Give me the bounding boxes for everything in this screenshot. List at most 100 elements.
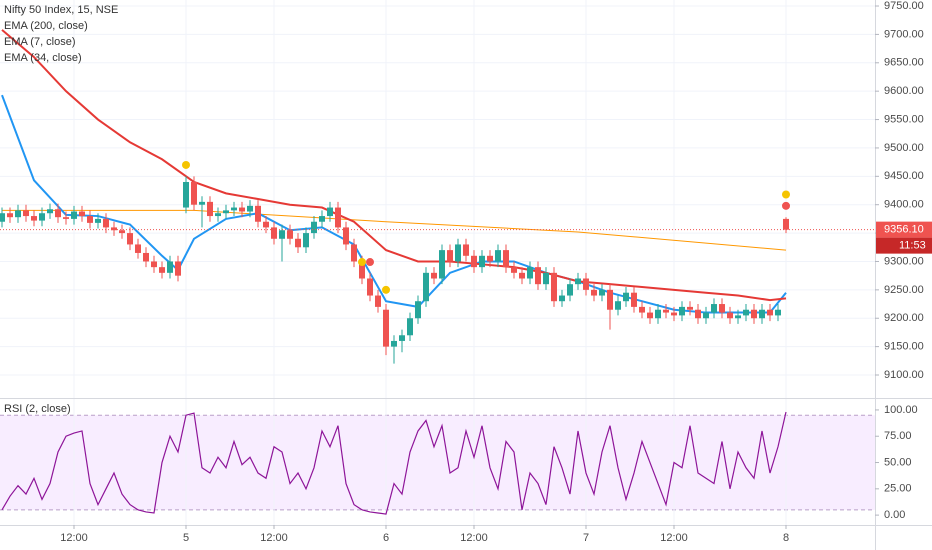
ema-line <box>1 94 787 314</box>
candle-body <box>263 221 269 228</box>
candle-body <box>767 309 773 316</box>
candle-body <box>215 213 221 217</box>
candle-body <box>231 207 237 211</box>
y-tick-label: 9300.00 <box>884 255 924 267</box>
y-tick-label: 9700.00 <box>884 28 924 40</box>
y-tick-label: 9550.00 <box>884 113 924 125</box>
candle-body <box>191 181 197 205</box>
candle-body <box>15 210 21 218</box>
candle-body <box>143 252 149 262</box>
candle-body <box>255 205 261 222</box>
candle-body <box>119 230 125 234</box>
candle-body <box>511 267 517 273</box>
last-price-box <box>876 221 932 238</box>
countdown-label: 11:53 <box>899 240 926 252</box>
candle-body <box>687 306 693 310</box>
candle-body <box>567 284 573 296</box>
candle-body <box>63 217 69 219</box>
candle-body <box>47 209 53 214</box>
y-tick-label: 9450.00 <box>884 170 924 182</box>
candle-body <box>487 255 493 262</box>
candle-body <box>575 278 581 285</box>
candle-body <box>495 250 501 262</box>
candle-body <box>591 289 597 296</box>
candle-body <box>639 306 645 313</box>
y-tick-label: 9250.00 <box>884 284 924 296</box>
candle-body <box>399 335 405 341</box>
candle-body <box>103 218 109 228</box>
candle-body <box>279 230 285 239</box>
candle-body <box>455 244 461 262</box>
candle-body <box>415 301 421 319</box>
candle-body <box>727 312 733 319</box>
candle-body <box>55 209 61 218</box>
candle-body <box>551 272 557 302</box>
candle-body <box>663 309 669 313</box>
candle-body <box>583 278 589 290</box>
ema-line <box>1 29 787 302</box>
rsi-title: RSI (2, close) <box>4 403 71 415</box>
candle-body <box>471 255 477 268</box>
candle-body <box>423 272 429 302</box>
x-tick-label: 12:00 <box>660 532 688 544</box>
signal-marker <box>782 190 790 199</box>
candle-body <box>87 216 93 223</box>
candle-body <box>719 304 725 313</box>
candle-body <box>7 213 13 218</box>
x-tick-label: 6 <box>383 532 389 544</box>
legend-entry: EMA (7, close) <box>4 36 76 48</box>
candle-body <box>607 289 613 310</box>
signal-marker <box>366 258 374 267</box>
candle-body <box>95 218 101 223</box>
candle-body <box>711 304 717 313</box>
y-tick-label: 0.00 <box>884 509 905 521</box>
candle-body <box>671 312 677 316</box>
candle-body <box>135 244 141 253</box>
candle-body <box>479 255 485 268</box>
candle-body <box>31 216 37 221</box>
y-tick-label: 9100.00 <box>884 369 924 381</box>
x-tick-label: 5 <box>183 532 189 544</box>
x-tick-label: 12:00 <box>460 532 488 544</box>
candle-body <box>751 309 757 319</box>
candle-body <box>223 210 229 214</box>
candle-body <box>647 312 653 319</box>
candle-body <box>151 261 157 268</box>
legend-entry: EMA (200, close) <box>4 20 88 32</box>
candle-body <box>271 227 277 239</box>
y-tick-label: 9500.00 <box>884 142 924 154</box>
candle-body <box>431 272 437 279</box>
rsi-band <box>0 415 875 510</box>
candle-body <box>111 227 117 231</box>
y-tick-label: 9650.00 <box>884 57 924 69</box>
candle-body <box>247 205 253 212</box>
y-tick-label: 9150.00 <box>884 341 924 353</box>
x-tick-label: 12:00 <box>60 532 88 544</box>
y-tick-label: 50.00 <box>884 456 912 468</box>
candle-body <box>207 201 213 217</box>
candle-body <box>175 261 181 276</box>
y-tick-label: 75.00 <box>884 430 912 442</box>
ema-line <box>2 209 787 251</box>
candle-body <box>79 211 85 217</box>
x-tick-label: 12:00 <box>260 532 288 544</box>
candle-body <box>367 278 373 296</box>
signal-marker <box>182 160 190 169</box>
candle-body <box>359 261 365 279</box>
signal-marker <box>782 201 790 210</box>
candle-body <box>703 312 709 319</box>
candle-body <box>519 272 525 279</box>
signal-marker <box>382 285 390 294</box>
candle-body <box>295 238 301 248</box>
candle-body <box>335 207 341 228</box>
x-tick-label: 8 <box>783 532 789 544</box>
candle-body <box>383 309 389 347</box>
candle-body <box>463 244 469 256</box>
legend-entry: EMA (34, close) <box>4 52 82 64</box>
candle-body <box>343 227 349 245</box>
candle-body <box>527 267 533 279</box>
signal-marker <box>358 258 366 267</box>
candle-body <box>407 318 413 336</box>
y-tick-label: 25.00 <box>884 483 912 495</box>
